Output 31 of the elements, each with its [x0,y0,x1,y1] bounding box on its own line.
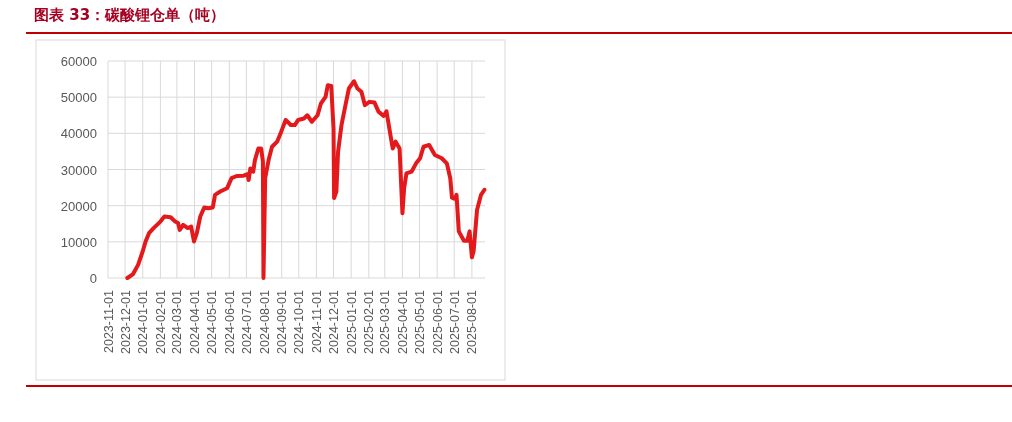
x-tick-label: 2025-06-01 [430,289,445,354]
y-tick-label: 10000 [60,234,97,250]
x-tick-label: 2024-03-01 [170,289,185,354]
x-tick-label: 2024-12-01 [327,289,342,354]
x-tick-label: 2024-11-01 [309,289,324,354]
y-tick-label: 20000 [60,198,97,214]
x-tick-label: 2024-02-01 [153,289,168,354]
x-tick-label: 2025-01-01 [344,289,359,354]
x-tick-label: 2024-09-01 [275,289,290,354]
x-tick-label: 2024-06-01 [222,289,237,354]
line-series [125,79,487,280]
y-tick-label: 30000 [60,162,97,178]
x-tick-label: 2025-03-01 [378,289,393,354]
x-tick-label: 2024-08-01 [257,289,272,354]
x-tick-label: 2024-05-01 [205,289,220,354]
x-tick-label: 2024-07-01 [239,289,254,354]
y-tick-label: 50000 [60,90,97,106]
x-tick-label: 2025-07-01 [447,289,462,354]
x-tick-label: 2025-05-01 [413,289,428,354]
y-tick-label: 60000 [60,54,97,69]
x-tick-label: 2023-11-01 [101,289,116,354]
x-tick-label: 2023-12-01 [118,289,133,354]
y-tick-label: 40000 [60,126,97,142]
x-tick-label: 2025-08-01 [465,289,480,354]
y-tick-label: 0 [89,271,97,286]
x-tick-label: 2024-01-01 [136,289,151,354]
x-tick-label: 2025-04-01 [395,289,410,354]
x-tick-label: 2025-02-01 [362,289,377,354]
chart-title: 图表 33：碳酸锂仓单（吨） [34,6,226,24]
x-tick-label: 2024-04-01 [188,289,203,354]
x-tick-label: 2024-10-01 [292,289,307,354]
